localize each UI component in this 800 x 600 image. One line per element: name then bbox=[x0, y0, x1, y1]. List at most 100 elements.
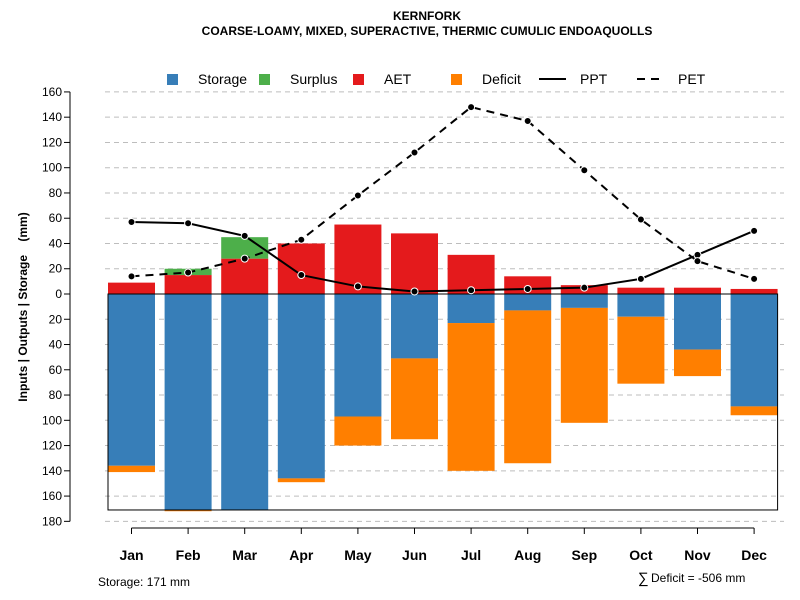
y-tick-label: 180 bbox=[42, 514, 62, 528]
legend-label-surplus: Surplus bbox=[290, 71, 337, 87]
legend-swatch-storage bbox=[167, 74, 178, 85]
point-ppt bbox=[353, 282, 362, 291]
x-tick-label-jan: Jan bbox=[119, 547, 143, 563]
y-axis-label: Inputs | Outputs | Storage (mm) bbox=[16, 212, 30, 401]
bar-storage-nov bbox=[674, 294, 721, 350]
bar-deficit-jul bbox=[447, 323, 495, 471]
bar-deficit-feb bbox=[164, 509, 212, 512]
bar-deficit-nov bbox=[674, 349, 721, 377]
legend-label-aet: AET bbox=[384, 71, 412, 87]
point-pet bbox=[693, 257, 702, 266]
x-tick-label-apr: Apr bbox=[289, 547, 314, 563]
point-ppt bbox=[580, 283, 589, 292]
point-ppt bbox=[636, 274, 645, 283]
bar-aet-feb bbox=[164, 275, 212, 294]
legend-swatch-aet bbox=[353, 74, 364, 85]
line-pet bbox=[131, 105, 755, 280]
bar-deficit-oct bbox=[617, 316, 665, 384]
x-tick-label-dec: Dec bbox=[741, 547, 767, 563]
bar-deficit-jun bbox=[391, 358, 438, 440]
bar-aet-jun bbox=[391, 233, 438, 294]
bar-storage-jun bbox=[391, 294, 438, 359]
bar-storage-mar bbox=[221, 294, 269, 510]
legend-swatch-surplus bbox=[259, 74, 270, 85]
bar-deficit-may bbox=[334, 416, 382, 446]
bar-storage-sep bbox=[560, 294, 608, 308]
bar-storage-apr bbox=[277, 294, 325, 479]
chart-title: KERNFORK bbox=[393, 9, 461, 23]
bar-deficit-aug bbox=[504, 310, 552, 464]
legend-label-deficit: Deficit bbox=[482, 71, 521, 87]
bar-storage-may bbox=[334, 294, 382, 417]
y-tick-label: 60 bbox=[49, 363, 63, 377]
y-tick-label: 160 bbox=[42, 85, 62, 99]
bar-deficit-dec bbox=[730, 406, 778, 416]
line-ppt bbox=[131, 221, 755, 293]
y-tick-label: 100 bbox=[42, 161, 62, 175]
bar-aet-dec bbox=[730, 288, 778, 294]
y-tick-label: 20 bbox=[49, 312, 63, 326]
x-tick-label-jun: Jun bbox=[402, 547, 427, 563]
point-ppt bbox=[523, 284, 532, 293]
x-tick-label-nov: Nov bbox=[684, 547, 711, 563]
y-tick-label: 60 bbox=[49, 211, 63, 225]
y-tick-label: 120 bbox=[42, 439, 62, 453]
x-tick-label-jul: Jul bbox=[461, 547, 481, 563]
y-tick-label: 40 bbox=[49, 338, 63, 352]
x-tick-label-aug: Aug bbox=[514, 547, 541, 563]
storage-note: Storage: 171 mm bbox=[98, 575, 190, 589]
point-ppt bbox=[467, 286, 476, 295]
point-ppt bbox=[750, 226, 759, 235]
bar-surplus-mar bbox=[221, 237, 269, 259]
x-tick-label-may: May bbox=[344, 547, 371, 563]
y-tick-label: 140 bbox=[42, 110, 62, 124]
chart-subtitle: COARSE-LOAMY, MIXED, SUPERACTIVE, THERMI… bbox=[202, 24, 653, 38]
point-ppt bbox=[127, 218, 136, 227]
point-ppt bbox=[240, 231, 249, 240]
point-ppt bbox=[184, 219, 193, 228]
y-axis: 160 140 120 100 80 60 40 20 0 20 40 60 80 100 120 140 16… bbox=[42, 85, 71, 528]
y-tick-label: 120 bbox=[42, 135, 62, 149]
point-pet bbox=[410, 148, 419, 157]
bar-storage-dec bbox=[730, 294, 778, 407]
bars bbox=[107, 224, 779, 512]
bar-aet-jan bbox=[108, 282, 155, 294]
bar-storage-aug bbox=[504, 294, 552, 311]
bar-storage-oct bbox=[617, 294, 665, 317]
y-tick-label: 80 bbox=[49, 388, 63, 402]
point-pet bbox=[240, 254, 249, 263]
legend-swatch-deficit bbox=[451, 74, 462, 85]
point-pet bbox=[127, 272, 136, 281]
deficit-sum-symbol: ∑ bbox=[638, 570, 649, 587]
bar-aet-mar bbox=[221, 258, 269, 294]
x-tick-label-oct: Oct bbox=[629, 547, 653, 563]
legend-label-ppt: PPT bbox=[580, 71, 608, 87]
point-pet bbox=[353, 191, 362, 200]
bar-deficit-sep bbox=[560, 307, 608, 423]
y-tick-label: 100 bbox=[42, 413, 62, 427]
point-ppt bbox=[410, 287, 419, 296]
point-pet bbox=[636, 215, 645, 224]
y-tick-label: 160 bbox=[42, 489, 62, 503]
deficit-note: Deficit = -506 mm bbox=[651, 571, 745, 585]
y-tick-label: 140 bbox=[42, 464, 62, 478]
bar-deficit-jan bbox=[108, 465, 155, 473]
y-tick-label: 80 bbox=[49, 186, 63, 200]
x-tick-label-sep: Sep bbox=[571, 547, 597, 563]
x-axis: Jan Feb Mar Apr May Jun Jul Aug Sep Oct Nov Dec bbox=[119, 527, 767, 563]
point-pet bbox=[184, 268, 193, 277]
legend: Storage Surplus AET Deficit PPT PET bbox=[167, 71, 706, 87]
legend-label-storage: Storage bbox=[198, 71, 247, 87]
point-ppt bbox=[297, 271, 306, 280]
point-pet bbox=[467, 103, 476, 112]
series-lines bbox=[127, 103, 759, 296]
x-tick-label-mar: Mar bbox=[232, 547, 257, 563]
bar-aet-oct bbox=[617, 287, 665, 294]
y-tick-label: 0 bbox=[55, 287, 62, 301]
bar-aet-nov bbox=[674, 287, 721, 294]
legend-label-pet: PET bbox=[678, 71, 706, 87]
y-tick-label: 40 bbox=[49, 236, 63, 250]
x-tick-label-feb: Feb bbox=[176, 547, 201, 563]
bar-deficit-apr bbox=[277, 478, 325, 483]
